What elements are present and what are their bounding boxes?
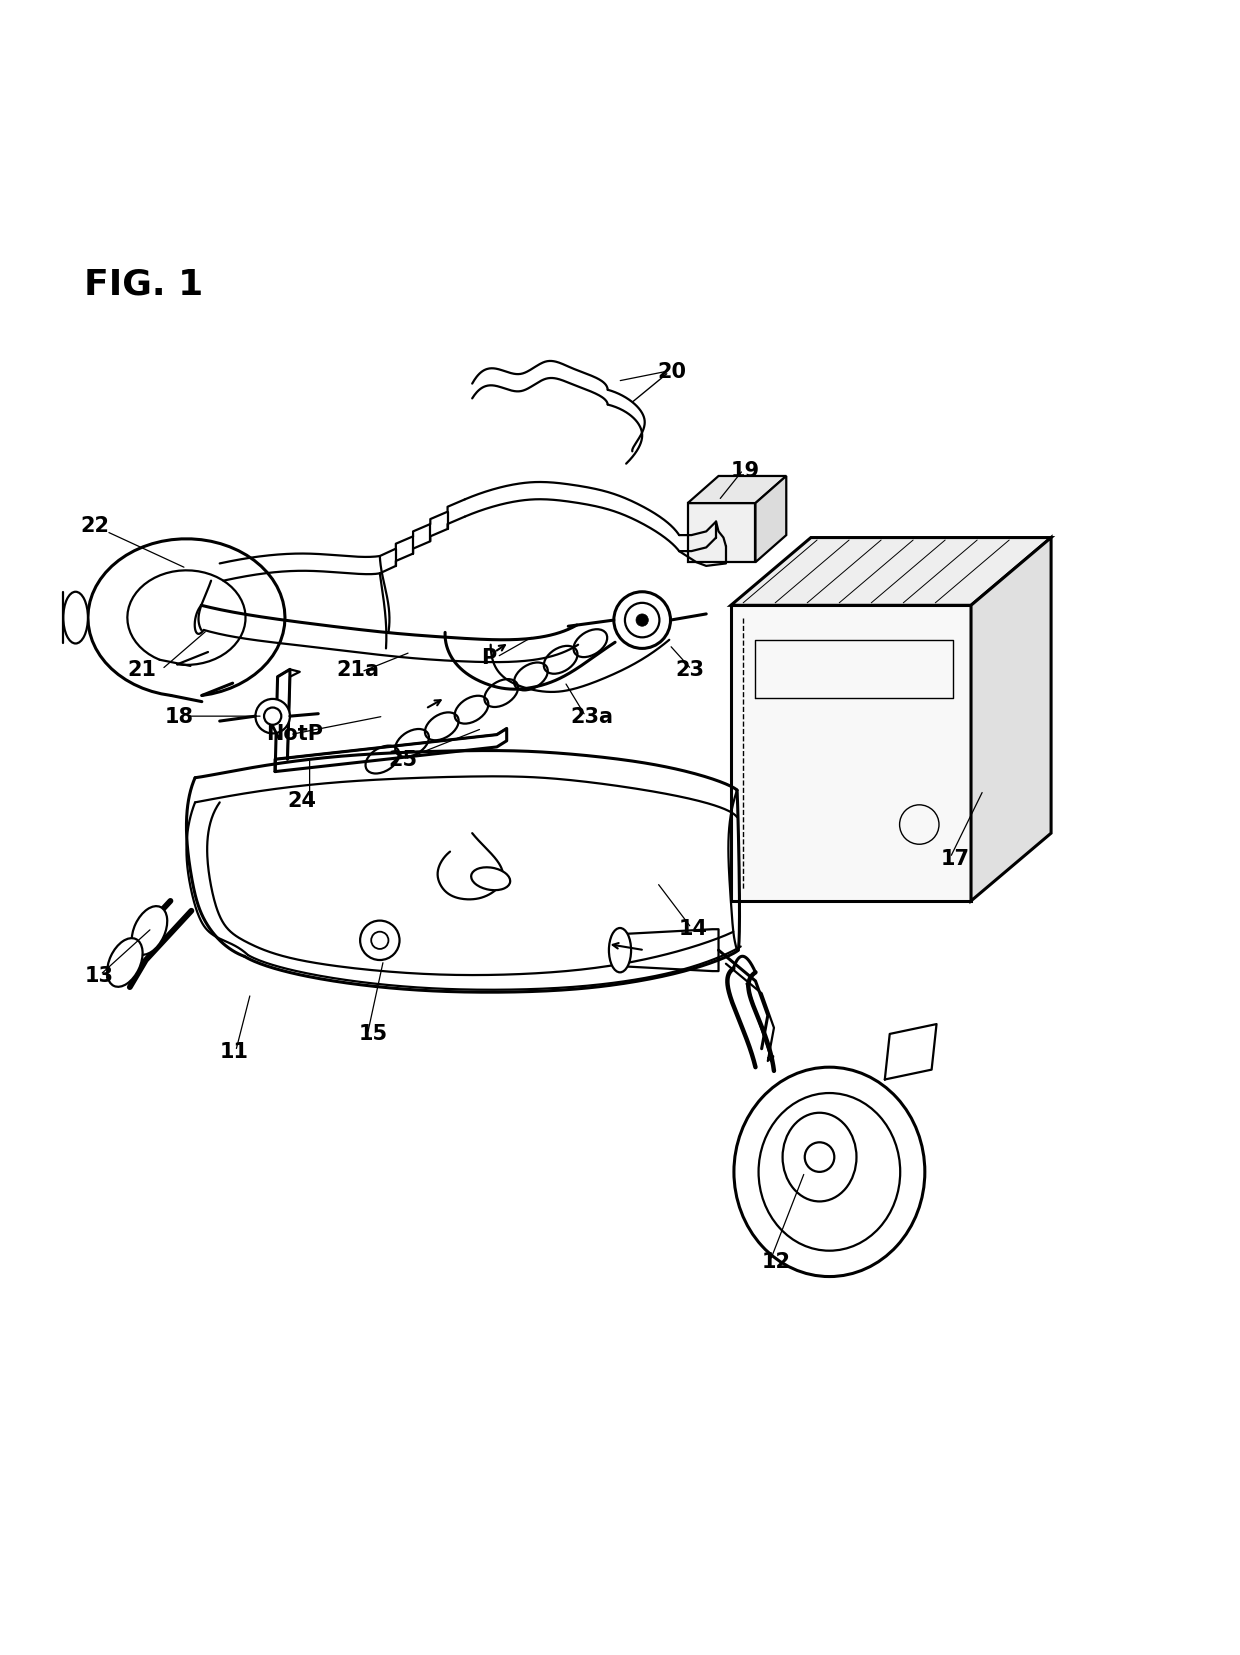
Text: 14: 14 — [680, 919, 708, 938]
Text: NotP: NotP — [267, 723, 324, 745]
Text: P: P — [481, 647, 496, 667]
Polygon shape — [688, 477, 786, 503]
Text: 11: 11 — [219, 1041, 249, 1061]
Circle shape — [255, 700, 290, 733]
Ellipse shape — [614, 592, 671, 649]
Circle shape — [636, 614, 649, 627]
Text: 23a: 23a — [570, 707, 614, 727]
Circle shape — [360, 922, 399, 960]
Ellipse shape — [609, 928, 631, 973]
Circle shape — [264, 708, 281, 725]
Polygon shape — [730, 538, 1052, 606]
Text: 17: 17 — [940, 849, 970, 869]
Text: 21a: 21a — [337, 660, 379, 680]
Polygon shape — [971, 538, 1052, 902]
Polygon shape — [755, 477, 786, 563]
Circle shape — [805, 1142, 835, 1172]
Text: 24: 24 — [288, 791, 316, 811]
Ellipse shape — [471, 867, 510, 890]
Polygon shape — [730, 606, 971, 902]
Text: 20: 20 — [657, 362, 686, 382]
Text: 12: 12 — [761, 1251, 791, 1271]
Ellipse shape — [63, 592, 88, 644]
Ellipse shape — [734, 1067, 925, 1276]
Ellipse shape — [107, 938, 143, 988]
Text: 23: 23 — [676, 660, 704, 680]
Text: 22: 22 — [81, 516, 109, 536]
Text: 19: 19 — [730, 460, 760, 480]
Text: 13: 13 — [84, 965, 113, 985]
Text: 15: 15 — [358, 1023, 388, 1043]
Ellipse shape — [131, 907, 167, 955]
Text: 18: 18 — [164, 707, 193, 727]
Text: 25: 25 — [388, 750, 418, 770]
Text: 21: 21 — [128, 660, 156, 680]
Polygon shape — [688, 503, 755, 563]
Text: FIG. 1: FIG. 1 — [84, 268, 203, 301]
